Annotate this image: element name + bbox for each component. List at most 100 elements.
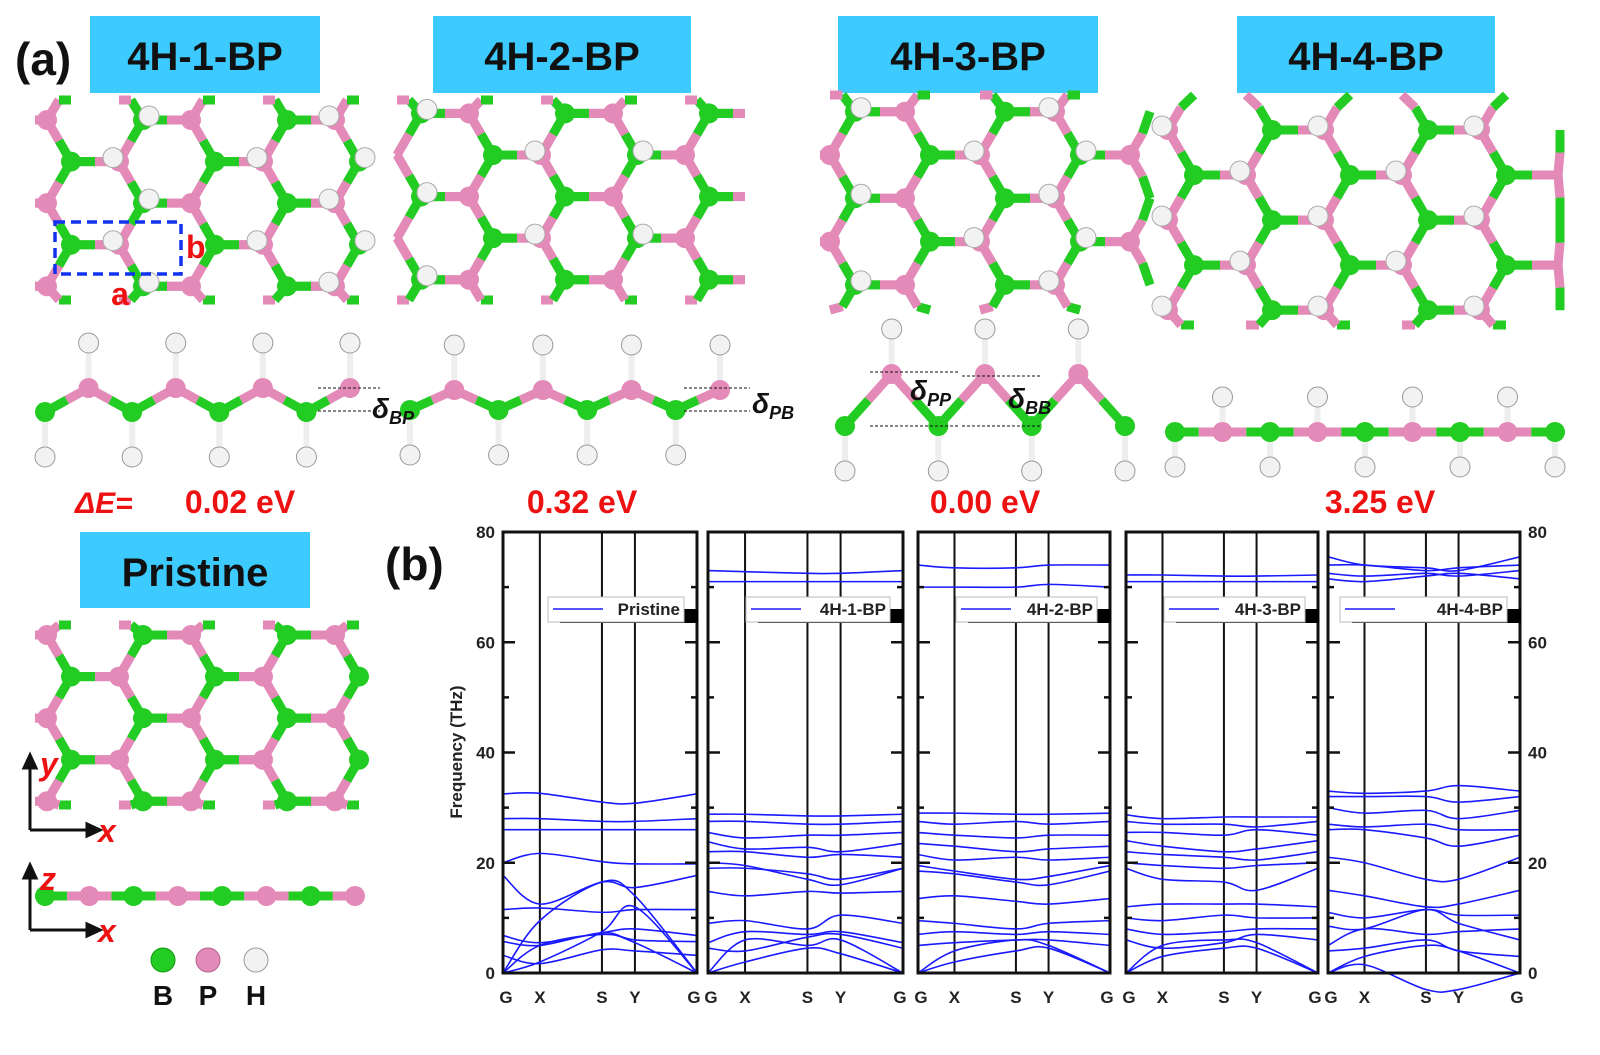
boron-atom bbox=[483, 145, 503, 165]
phonon-band bbox=[503, 874, 697, 905]
hydrogen-atom bbox=[1229, 250, 1251, 272]
phosphorus-atom bbox=[253, 749, 273, 770]
boron-atom bbox=[1260, 422, 1280, 442]
structure-4h-3-top-view bbox=[820, 90, 1155, 315]
k-point-label: G bbox=[1308, 988, 1321, 1007]
phosphorus-atom bbox=[109, 749, 129, 770]
phonon-band bbox=[918, 820, 1110, 825]
boron-atom bbox=[1340, 165, 1360, 186]
hydrogen-atom bbox=[102, 230, 124, 252]
phosphorus-atom bbox=[325, 708, 345, 729]
phosphorus-atom bbox=[252, 378, 273, 398]
phosphorus-atom bbox=[1068, 364, 1089, 384]
hydrogen-atom bbox=[354, 230, 376, 252]
boron-atom bbox=[1418, 210, 1438, 231]
structure-title-pristine: Pristine bbox=[122, 551, 269, 595]
phonon-band bbox=[1328, 556, 1520, 572]
boron-atom bbox=[61, 749, 81, 770]
phosphorus-atom bbox=[109, 666, 129, 687]
phosphorus-atom bbox=[345, 886, 365, 906]
boron-atom bbox=[699, 186, 719, 207]
title-box-4h-2 bbox=[433, 16, 691, 93]
phosphorus-atom-icon bbox=[195, 947, 221, 973]
phosphorus-atom bbox=[881, 364, 902, 384]
boron-atom bbox=[1115, 416, 1135, 436]
phonon-band bbox=[708, 930, 903, 944]
phosphorus-atom bbox=[181, 276, 201, 297]
phosphorus-atom bbox=[895, 274, 915, 295]
phonon-band bbox=[918, 564, 1110, 569]
boron-atom bbox=[920, 145, 940, 165]
hydrogen-atom bbox=[1307, 115, 1329, 137]
boron-atom bbox=[1021, 416, 1042, 436]
k-point-label: S bbox=[802, 988, 813, 1007]
boron-atom bbox=[277, 276, 297, 297]
phosphorus-atom bbox=[181, 110, 201, 130]
phonon-band bbox=[708, 914, 903, 930]
boron-atom bbox=[1355, 422, 1375, 442]
k-point-label: G bbox=[893, 988, 906, 1007]
phosphorus-atom bbox=[78, 378, 99, 398]
phosphorus-atom bbox=[37, 193, 57, 214]
title-box-4h-4 bbox=[1237, 16, 1495, 93]
energy-4h-1: 0.02 eV bbox=[185, 484, 296, 520]
phonon-band bbox=[708, 932, 903, 953]
hydrogen-atom bbox=[576, 444, 598, 466]
phosphorus-atom bbox=[37, 791, 57, 812]
legend-p: P bbox=[199, 980, 218, 1011]
delta-e-label: ΔE= bbox=[74, 487, 133, 520]
structure-4h-3-side-view bbox=[834, 318, 1136, 482]
boron-atom bbox=[122, 402, 143, 422]
boron-atom bbox=[995, 188, 1015, 209]
phonon-band bbox=[1126, 839, 1318, 853]
hydrogen-atom bbox=[339, 332, 361, 354]
phonon-band bbox=[918, 938, 1110, 974]
phonon-band bbox=[503, 904, 697, 974]
hydrogen-atom bbox=[620, 334, 642, 356]
phonon-band bbox=[708, 861, 903, 887]
phonon-band bbox=[503, 933, 697, 974]
k-point-label: G bbox=[704, 988, 717, 1007]
boron-atom bbox=[1262, 120, 1282, 140]
y-axis-label: Frequency (THz) bbox=[447, 685, 466, 818]
hydrogen-atom bbox=[1259, 456, 1281, 478]
phosphorus-atom bbox=[895, 188, 915, 209]
phonon-band bbox=[708, 831, 903, 839]
k-point-label: X bbox=[1359, 988, 1371, 1007]
phonon-band bbox=[708, 850, 903, 859]
boron-atom bbox=[277, 791, 297, 812]
phosphorus-atom bbox=[532, 380, 553, 400]
hydrogen-atom bbox=[881, 318, 903, 340]
phosphorus-atom bbox=[1307, 422, 1328, 442]
phosphorus-atom bbox=[325, 791, 345, 812]
phonon-band bbox=[708, 937, 903, 974]
title-box-pristine bbox=[80, 532, 310, 608]
hydrogen-atom bbox=[246, 147, 268, 169]
phonon-band bbox=[503, 879, 697, 974]
phosphorus-atom bbox=[165, 378, 186, 398]
boron-atom bbox=[1340, 255, 1360, 276]
band-panel-4h-1-bp: 4H-1-BP G X S Y G bbox=[704, 530, 907, 1007]
boron-atom bbox=[928, 416, 949, 436]
boron-atom bbox=[123, 886, 144, 906]
phonon-band bbox=[1328, 963, 1520, 993]
delta-bb-annotation: δBB bbox=[962, 375, 1051, 427]
k-point-label: G bbox=[914, 988, 927, 1007]
phosphorus-atom bbox=[1497, 422, 1518, 442]
delta-bp-annotation: δBP bbox=[318, 387, 415, 428]
y-tick-label-left: 20 bbox=[476, 854, 495, 873]
phonon-band bbox=[1328, 908, 1520, 941]
phonon-band bbox=[1126, 850, 1318, 861]
y-tick-label-right: 0 bbox=[1528, 964, 1537, 983]
delta-pb-annotation: δPB bbox=[684, 387, 794, 423]
svg-text:δPP: δPP bbox=[910, 375, 952, 410]
phonon-band bbox=[918, 870, 1110, 887]
phonon-band bbox=[1126, 820, 1318, 828]
boron-atom bbox=[1496, 165, 1516, 186]
phonon-band bbox=[1126, 945, 1318, 974]
boron-atom bbox=[699, 269, 719, 290]
boron-atom bbox=[1545, 422, 1565, 442]
hydrogen-atom bbox=[532, 334, 554, 356]
hydrogen-atom bbox=[850, 270, 872, 292]
axes-xy-icon bbox=[21, 751, 104, 839]
